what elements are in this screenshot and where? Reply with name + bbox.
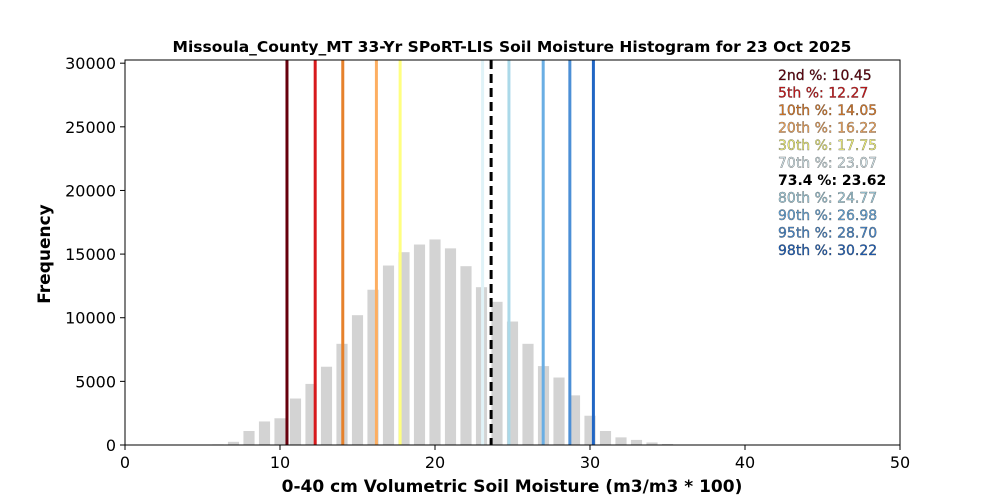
histogram-bar (429, 239, 441, 445)
histogram-bar (491, 301, 503, 445)
histogram-bar (522, 343, 534, 445)
histogram-bars (212, 239, 674, 445)
percentile-label: 20th %: 16.22 (778, 121, 877, 137)
percentile-label: 80th %: 24.77 (778, 191, 877, 207)
histogram-bar (305, 383, 317, 445)
histogram-bar (382, 265, 395, 445)
x-tick-label: 10 (270, 453, 290, 472)
x-tick-label: 0 (120, 453, 130, 472)
y-tick-label: 10000 (65, 309, 116, 328)
percentile-label: 30th %: 17.75 (778, 138, 877, 154)
histogram-bar (274, 418, 286, 445)
percentile-lines (285, 60, 595, 445)
percentile-label: 73.4 %: 23.62 (778, 173, 886, 189)
x-tick-label: 20 (425, 453, 445, 472)
histogram-bar (258, 421, 271, 445)
percentile-label: 98th %: 30.22 (778, 243, 877, 259)
x-tick-label: 30 (580, 453, 600, 472)
plot-frame (124, 59, 901, 446)
histogram-bar (243, 431, 255, 445)
histogram-bar (227, 441, 240, 445)
x-tick-label: 40 (735, 453, 755, 472)
histogram-bar (460, 266, 472, 445)
histogram-bar (630, 439, 643, 445)
histogram-bar (599, 431, 612, 445)
histogram-bar (584, 415, 596, 445)
y-axis-label: Frequency (35, 204, 55, 304)
percentile-label: 5th %: 12.27 (778, 86, 868, 102)
percentile-label: 2nd %: 10.45 (778, 68, 872, 84)
histogram-bar (398, 252, 410, 445)
y-tick-label: 5000 (75, 372, 116, 391)
y-tick-label: 30000 (65, 54, 116, 73)
histogram-bar (568, 395, 581, 445)
histogram-bar (289, 398, 302, 445)
histogram-bar (413, 244, 426, 445)
histogram-bar (615, 437, 627, 445)
y-tick-label: 25000 (65, 118, 116, 137)
percentile-label: 10th %: 14.05 (778, 103, 877, 119)
histogram-bar (320, 366, 333, 445)
y-tick-label: 20000 (65, 181, 116, 200)
histogram-bar (661, 443, 674, 445)
percentile-label: 90th %: 26.98 (778, 208, 877, 224)
histogram-bar (506, 321, 519, 445)
percentile-label: 95th %: 28.70 (778, 226, 877, 242)
histogram-bar (367, 289, 379, 445)
y-tick-label: 15000 (65, 245, 116, 264)
x-axis-ticks: 0 10 20 30 40 50 (120, 445, 910, 472)
histogram-bar (351, 315, 364, 445)
histogram-bar (553, 377, 565, 445)
x-axis-label: 0-40 cm Volumetric Soil Moisture (m3/m3 … (282, 477, 743, 497)
chart-title: Missoula_County_MT 33-Yr SPoRT-LIS Soil … (173, 38, 852, 56)
percentile-label: 70th %: 23.07 (778, 156, 877, 172)
histogram-bar (646, 442, 658, 445)
y-tick-label: 0 (106, 436, 116, 455)
histogram-bar (444, 248, 457, 445)
y-axis-ticks: 0 5000 10000 15000 20000 25000 30000 (65, 54, 125, 455)
x-tick-label: 50 (890, 453, 910, 472)
